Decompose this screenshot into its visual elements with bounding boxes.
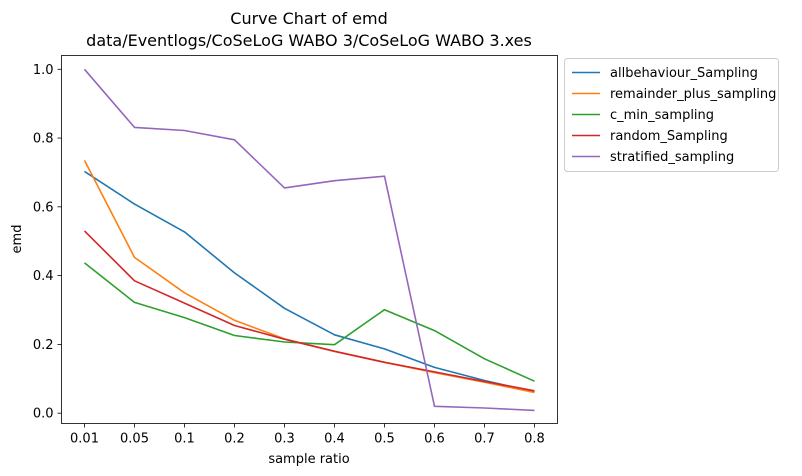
x-tick-label: 0.5: [374, 432, 395, 447]
legend-label: random_Sampling: [610, 129, 728, 144]
legend-box: [564, 58, 779, 172]
axis-ticks: 0.01 0.05 0.1 0.2 0.3 0.4 0.5 0.6 0.7 0.8 0.0 0.2 0.…: [33, 63, 545, 447]
y-axis-label: emd: [10, 225, 25, 254]
x-tick-label: 0.01: [70, 432, 99, 447]
legend-label: c_min_sampling: [610, 108, 714, 123]
legend: allbehaviour_Sampling remainder_plus_samp…: [564, 58, 779, 172]
x-tick-label: 0.1: [174, 432, 195, 447]
series-line-remainder_plus_sampling: [83, 160, 535, 394]
series-line-c_min_sampling: [84, 262, 535, 382]
chart-subtitle: data/Eventlogs/CoSeLoG WABO 3/CoSeLoG WA…: [86, 31, 532, 50]
y-tick-label: 0.8: [33, 132, 54, 147]
x-tick-label: 0.6: [424, 432, 445, 447]
series-line-stratified_sampling: [83, 68, 535, 412]
chart-title: Curve Chart of emd: [230, 9, 387, 28]
y-tick-label: 1.0: [33, 63, 54, 78]
legend-label: stratified_sampling: [610, 150, 734, 165]
plot-area-frame: [61, 55, 558, 424]
x-tick-label: 0.3: [274, 432, 295, 447]
x-tick-label: 0.8: [524, 432, 545, 447]
y-tick-label: 0.0: [33, 407, 54, 422]
series-lines: [83, 68, 535, 412]
x-tick-label: 0.2: [224, 432, 245, 447]
series-line-random_Sampling: [83, 230, 535, 392]
y-tick-label: 0.6: [33, 200, 54, 215]
y-tick-label: 0.4: [33, 269, 54, 284]
x-tick-label: 0.7: [474, 432, 495, 447]
x-axis-label: sample ratio: [268, 452, 349, 467]
legend-label: remainder_plus_sampling: [610, 87, 776, 102]
y-tick-label: 0.2: [33, 338, 54, 353]
series-line-allbehaviour_Sampling: [84, 170, 535, 393]
x-tick-label: 0.4: [324, 432, 345, 447]
legend-label: allbehaviour_Sampling: [610, 66, 758, 81]
x-tick-label: 0.05: [120, 432, 149, 447]
